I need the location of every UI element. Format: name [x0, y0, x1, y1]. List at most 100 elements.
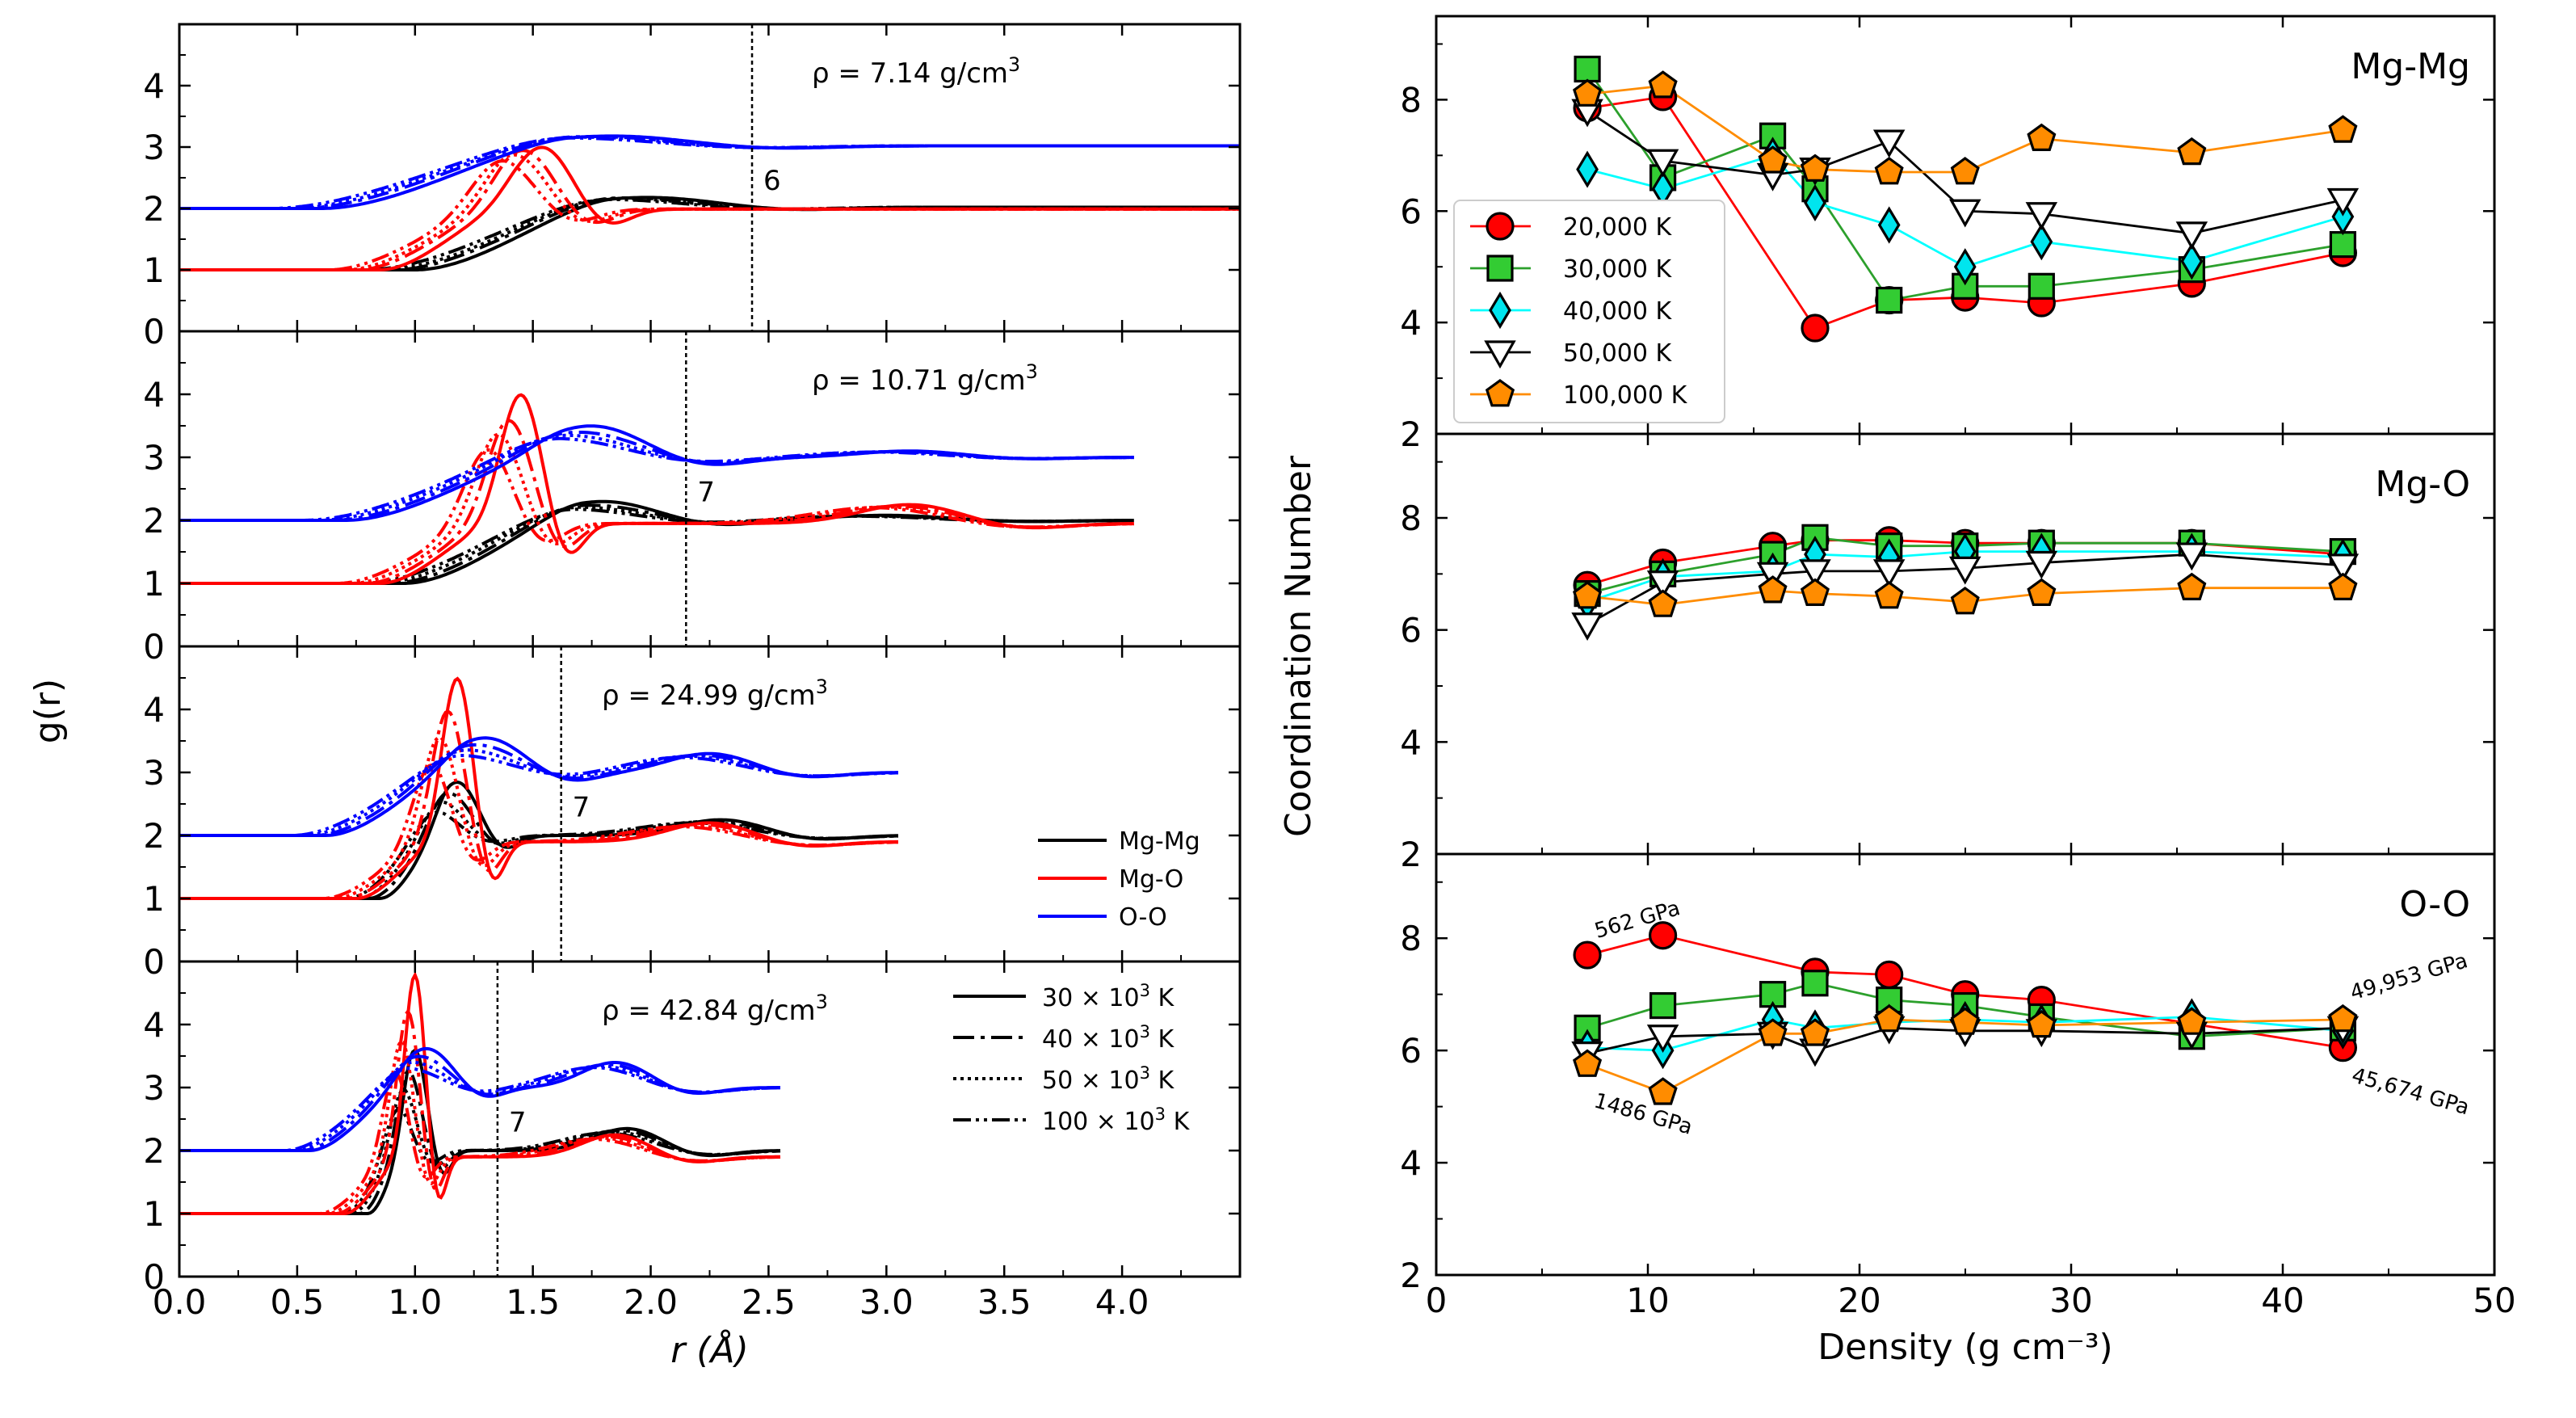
- cn-point: [1648, 70, 1678, 99]
- y-tick-label: 4: [143, 690, 165, 730]
- cn-point: [2331, 198, 2355, 236]
- y-tick-label: 4: [143, 66, 165, 106]
- gr-curve-mg-o-dotted: [179, 735, 898, 900]
- gr-curve-mg-o-dashdotdot: [179, 159, 1240, 271]
- cn-panel-label: Mg-O: [2375, 464, 2470, 505]
- cn-point: [1800, 1018, 1830, 1046]
- x-tick-label: 2.5: [742, 1282, 796, 1322]
- cn-legend: 20,000 K 30,000 K 40,000 K 50,000 K 100,000 …: [1453, 200, 1725, 423]
- y-tick-label: 2: [1400, 835, 1422, 874]
- gr-curve-mg-o-dashdot: [179, 1008, 780, 1215]
- y-tick-label: 4: [143, 1005, 165, 1045]
- x-tick-label: 1.5: [506, 1282, 560, 1322]
- y-tick-label: 8: [1400, 80, 1422, 120]
- gr-curve-mg-mg-dashdot: [179, 196, 1240, 271]
- x-tick-label: 2.0: [624, 1282, 678, 1322]
- gr-curve-mg-o-dashdotdot: [179, 448, 1134, 585]
- gr-curve-mg-o-solid: [179, 393, 1134, 585]
- cn-point: [2027, 578, 2057, 607]
- gr-curve-o-o-dashdot: [179, 1054, 780, 1152]
- x-tick-label: 3.5: [977, 1282, 1032, 1322]
- cn-point: [1874, 581, 1904, 609]
- density-label: ρ = 7.14 g/cm3: [812, 53, 1020, 90]
- cn-point: [1648, 1077, 1678, 1105]
- cn-point: [1573, 1049, 1603, 1077]
- gr-curve-o-o-dotted: [179, 1060, 780, 1152]
- y-tick-label: 2: [1400, 1256, 1422, 1295]
- y-axis-title: Coordination Number: [1278, 455, 1319, 837]
- y-tick-label: 2: [1400, 414, 1422, 454]
- cn-point: [1649, 921, 1678, 950]
- pressure-annotation: 49,953 GPa: [2347, 949, 2470, 1005]
- gr-curve-o-o-dotted: [179, 135, 1240, 210]
- gr-curve-mg-o-dashdotdot: [179, 763, 898, 900]
- cn-point: [1649, 991, 1677, 1020]
- cn-point: [1950, 1007, 1980, 1035]
- gr-curve-mg-o-dashdot: [179, 419, 1134, 585]
- gr-curve-o-o-dashdotdot: [179, 754, 898, 837]
- cn-point: [1571, 612, 1603, 641]
- cn-point: [2028, 272, 2055, 300]
- cn-panel-mg-mg: Mg-Mg 2 4 6 8: [1400, 15, 2496, 454]
- gr-curve-o-o-solid: [179, 1046, 780, 1152]
- cn-point: [2177, 137, 2207, 166]
- cn-panel-frame: [1435, 432, 2496, 856]
- gr-curve-o-o-dashdot: [179, 135, 1240, 210]
- cn-point: [1950, 587, 1980, 615]
- legend-label: 30,000 K: [1563, 255, 1673, 284]
- cn-point: [2328, 1004, 2358, 1033]
- x-tick-label: 10: [1626, 1281, 1669, 1320]
- cn-point: [1758, 1018, 1788, 1046]
- legend-label: 30 × 103 K: [1042, 981, 1175, 1012]
- cn-point: [2326, 187, 2360, 217]
- y-tick-label: 8: [1400, 919, 1422, 958]
- cn-point: [1872, 129, 1906, 158]
- cn-point: [2328, 572, 2358, 601]
- x-tick-label: 4.0: [1095, 1282, 1149, 1322]
- cn-point: [1800, 578, 1830, 607]
- legend-label: 40 × 103 K: [1042, 1022, 1175, 1054]
- legend-marker: [1485, 379, 1515, 407]
- x-tick-label: 20: [1838, 1281, 1881, 1320]
- cutoff-label: 6: [763, 165, 781, 197]
- y-tick-label: 3: [143, 1068, 165, 1108]
- gr-panel-1: 6 ρ = 7.14 g/cm3 0 1 2 3 4: [143, 23, 1242, 351]
- y-tick-label: 0: [143, 312, 165, 351]
- y-tick-label: 0: [143, 627, 165, 667]
- cn-point: [1573, 581, 1603, 609]
- legend-label: 20,000 K: [1563, 213, 1673, 242]
- legend-marker: [1486, 255, 1514, 282]
- cn-point: [1758, 575, 1788, 604]
- y-tick-label: 1: [143, 879, 165, 919]
- cn-point: [1950, 157, 1980, 185]
- gr-curve-o-o-dashdot: [179, 431, 1134, 522]
- cn-point: [1804, 183, 1826, 222]
- gr-panel-3: 7 ρ = 24.99 g/cm3 0 1 2 3 4: [143, 645, 1242, 982]
- y-tick-label: 4: [143, 375, 165, 414]
- x-tick-label: 50: [2473, 1281, 2515, 1320]
- x-tick-label: 0: [1426, 1281, 1448, 1320]
- cn-point: [1648, 589, 1678, 617]
- gr-curve-mg-mg-dashdotdot: [179, 810, 898, 900]
- gr-panel-frame: [178, 23, 1242, 333]
- y-tick-label: 3: [143, 438, 165, 478]
- x-tick-label: 40: [2261, 1281, 2304, 1320]
- legend-label: 50 × 103 K: [1042, 1063, 1175, 1095]
- gr-curve-o-o-dotted: [179, 433, 1134, 522]
- gr-curve-mg-o-dotted: [179, 1038, 780, 1215]
- y-tick-label: 1: [143, 1194, 165, 1234]
- cn-point: [1872, 559, 1906, 588]
- gr-curves: [179, 970, 781, 1215]
- gr-curve-mg-mg-dotted: [179, 800, 898, 900]
- cn-point: [2175, 542, 2208, 571]
- cn-point: [1646, 149, 1679, 178]
- x-tick-label: 0.0: [153, 1282, 207, 1322]
- cn-panel-label: O-O: [2399, 884, 2470, 925]
- gr-curve-o-o-dotted: [179, 748, 898, 837]
- density-label: ρ = 42.84 g/cm3: [602, 991, 828, 1027]
- y-tick-label: 2: [143, 816, 165, 856]
- gr-curve-o-o-dashdotdot: [179, 1066, 780, 1152]
